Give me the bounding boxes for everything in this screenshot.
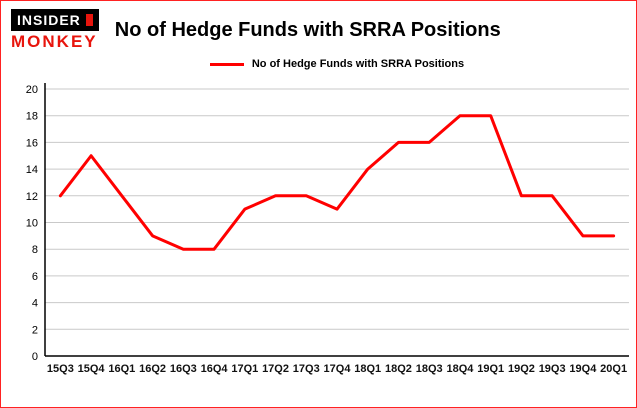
y-tick-label: 6 (32, 271, 38, 283)
y-tick-label: 14 (26, 164, 38, 176)
x-tick-label: 18Q3 (416, 363, 443, 375)
page-title: No of Hedge Funds with SRRA Positions (114, 19, 501, 41)
legend-label: No of Hedge Funds with SRRA Positions (251, 58, 465, 70)
logo-insider-box: INSIDER (11, 9, 99, 31)
x-tick-label: 19Q4 (569, 363, 597, 375)
logo-insider-text: INSIDER (17, 12, 81, 28)
y-tick-label: 16 (26, 137, 38, 149)
x-tick-label: 19Q3 (539, 363, 566, 375)
x-tick-label: 16Q2 (139, 363, 166, 375)
y-tick-label: 20 (26, 84, 38, 96)
y-tick-label: 18 (26, 111, 38, 123)
x-tick-label: 17Q2 (262, 363, 289, 375)
y-tick-label: 8 (32, 244, 38, 256)
x-tick-label: 16Q3 (170, 363, 197, 375)
x-tick-label: 17Q3 (293, 363, 320, 375)
x-tick-label: 19Q2 (508, 363, 535, 375)
y-tick-label: 2 (32, 324, 38, 336)
legend-line-swatch (209, 62, 244, 66)
x-tick-label: 18Q2 (385, 363, 412, 375)
x-tick-label: 16Q1 (108, 363, 135, 375)
legend: No of Hedge Funds with SRRA Positions (45, 58, 629, 70)
chart-header: INSIDER MONKEY No of Hedge Funds with SR… (11, 9, 501, 52)
logo-monkey-text: MONKEY (11, 32, 98, 51)
series-line (58, 114, 616, 251)
x-tick-label: 17Q4 (324, 363, 352, 375)
y-tick-label: 0 (32, 351, 38, 363)
x-tick-label: 19Q1 (477, 363, 504, 375)
x-tick-label: 18Q4 (446, 363, 474, 375)
x-tick-label: 16Q4 (201, 363, 229, 375)
y-tick-label: 12 (26, 191, 38, 203)
x-tick-label: 20Q1 (600, 363, 627, 375)
x-tick-label: 17Q1 (231, 363, 258, 375)
y-tick-label: 4 (32, 298, 38, 310)
x-tick-label: 15Q4 (78, 363, 106, 375)
logo-red-mark-icon (85, 14, 93, 26)
x-tick-label: 15Q3 (47, 363, 74, 375)
insider-monkey-logo: INSIDER MONKEY (11, 9, 99, 52)
y-tick-label: 10 (26, 218, 38, 230)
x-tick-label: 18Q1 (354, 363, 381, 375)
